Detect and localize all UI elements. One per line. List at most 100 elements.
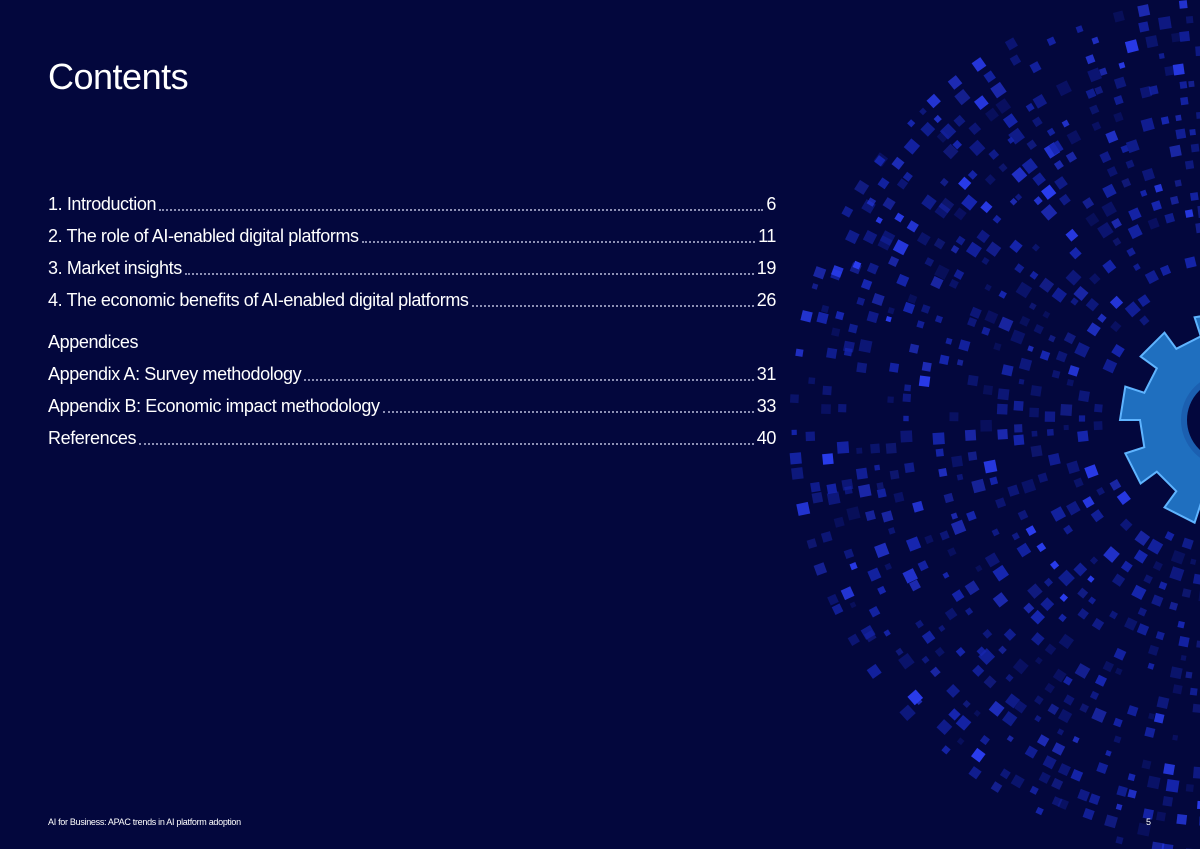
pixel-square (1009, 239, 1023, 254)
pixel-square (1029, 61, 1042, 74)
pixel-square (1134, 530, 1151, 547)
pixel-square (1054, 176, 1068, 190)
pixel-square (1018, 357, 1033, 372)
pixel-square (1140, 117, 1155, 132)
pixel-square (1156, 811, 1166, 822)
pixel-square (1151, 841, 1165, 849)
pixel-square (934, 202, 951, 219)
pixel-square (1077, 608, 1089, 620)
pixel-square (1139, 315, 1150, 326)
pixel-square (1141, 168, 1156, 182)
toc-entry-economic-benefits[interactable]: 4. The economic benefits of AI-enabled d… (48, 284, 776, 316)
pixel-square (1032, 172, 1046, 187)
pixel-square (1116, 490, 1131, 505)
pixel-pattern (789, 0, 1200, 849)
pixel-square (1033, 324, 1044, 335)
pixel-square (942, 571, 950, 579)
pixel-square (821, 404, 831, 415)
pixel-square (968, 122, 982, 136)
pixel-square (974, 95, 989, 110)
pixel-square (936, 719, 953, 735)
pixel-square (953, 207, 967, 221)
pixel-square (939, 123, 957, 140)
pixel-square (1133, 549, 1148, 564)
pixel-square (1089, 104, 1100, 115)
pixel-square (884, 562, 892, 571)
pixel-square (939, 354, 950, 365)
pixel-square (873, 152, 889, 167)
pixel-square (947, 547, 957, 557)
pixel-square (1051, 369, 1061, 379)
pixel-square (998, 290, 1007, 299)
pixel-square (988, 149, 1000, 160)
pixel-square (1189, 128, 1196, 136)
pixel-square (887, 396, 894, 403)
pixel-square (813, 266, 827, 280)
pixel-square (1073, 562, 1088, 577)
pixel-square (1010, 774, 1025, 789)
toc-entry-market-insights[interactable]: 3. Market insights 19 (48, 252, 776, 284)
pixel-square (1125, 139, 1140, 154)
pixel-square (943, 492, 954, 504)
pixel-square (1137, 607, 1147, 617)
pixel-square (1068, 365, 1080, 377)
pixel-square (1038, 771, 1051, 784)
pixel-square (866, 663, 882, 679)
pixel-square (1158, 16, 1172, 30)
toc-entry-role-of-ai-platforms[interactable]: 2. The role of AI-enabled digital platfo… (48, 220, 776, 252)
pixel-square (874, 542, 890, 558)
pixel-square (1085, 88, 1097, 99)
pixel-square (887, 307, 895, 315)
pixel-square (1110, 320, 1122, 333)
pixel-square (902, 393, 912, 403)
pixel-square (921, 194, 937, 210)
pixel-square (1046, 36, 1057, 46)
pixel-square (1006, 735, 1014, 743)
pixel-square (1025, 102, 1035, 112)
pixel-square (918, 375, 931, 388)
pixel-square (1090, 509, 1104, 523)
pixel-square (1060, 403, 1073, 416)
pixel-square (956, 359, 964, 366)
pixel-square (1181, 588, 1192, 598)
pixel-square (964, 429, 977, 441)
pixel-square (1082, 807, 1095, 821)
decorative-graphic (789, 0, 1200, 849)
pixel-square (1159, 264, 1172, 277)
pixel-square (1051, 742, 1066, 756)
toc-entry-introduction[interactable]: 1. Introduction 6 (48, 188, 776, 220)
toc-entry-references[interactable]: References 40 (48, 422, 776, 454)
pixel-square (983, 70, 996, 83)
pixel-square (1014, 700, 1028, 714)
pixel-square (876, 488, 887, 499)
pixel-square (1172, 734, 1179, 741)
pixel-square (924, 534, 934, 545)
gear-icon (1118, 315, 1200, 525)
pixel-square (1113, 735, 1122, 744)
pixel-square (1015, 281, 1033, 299)
toc-entry-label: 3. Market insights (48, 258, 182, 278)
pixel-square (874, 464, 881, 471)
pixel-square (789, 394, 799, 404)
toc-entry-label: References (48, 428, 137, 448)
pixel-square (1116, 785, 1128, 797)
pixel-square (1075, 25, 1084, 34)
pixel-square (1096, 486, 1105, 496)
pixel-square (952, 139, 963, 150)
pixel-square (903, 138, 921, 155)
pixel-square (984, 174, 996, 186)
pixel-square (810, 481, 821, 493)
pixel-square (912, 500, 924, 513)
pixel-square (953, 114, 966, 127)
pixel-square (997, 388, 1010, 401)
pixel-square (1163, 763, 1175, 776)
pixel-square (871, 293, 885, 306)
pixel-square (1099, 151, 1112, 164)
toc-entry-appendix-b[interactable]: Appendix B: Economic impact methodology … (48, 390, 776, 422)
pixel-square (1082, 496, 1095, 509)
pixel-square (1051, 796, 1063, 807)
pixel-square (967, 374, 979, 387)
pixel-square (1178, 636, 1190, 648)
toc-entry-appendix-a[interactable]: Appendix A: Survey methodology 31 (48, 358, 776, 390)
